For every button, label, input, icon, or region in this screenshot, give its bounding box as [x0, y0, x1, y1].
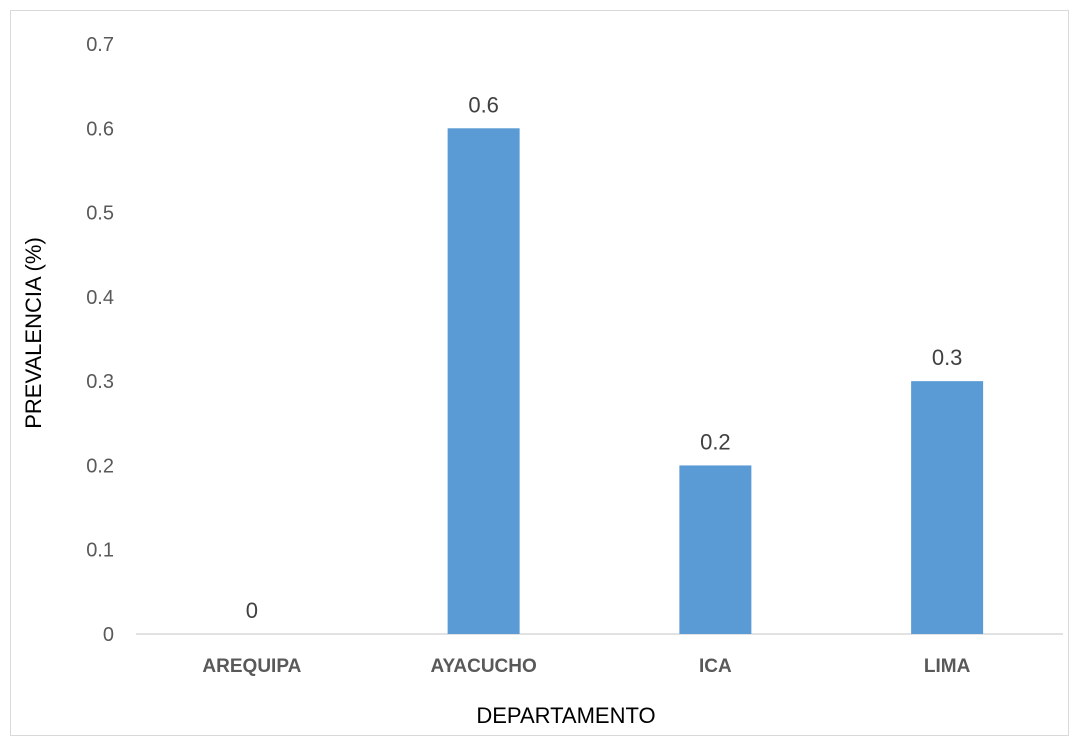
- bar: [447, 128, 520, 635]
- bar: [911, 381, 984, 634]
- category-labels: AREQUIPA AYACUCHO ICA LIMA: [202, 656, 970, 677]
- chart-frame: [10, 10, 1069, 736]
- data-label: 0.6: [468, 92, 499, 117]
- y-tick-label: 0.6: [86, 118, 114, 140]
- data-label: 0.3: [932, 345, 963, 370]
- y-tick-label: 0.5: [86, 203, 114, 225]
- y-tick-label: 0.7: [86, 34, 114, 56]
- y-tick-labels: 0 0.1 0.2 0.3 0.4 0.5 0.6 0.7: [86, 34, 114, 646]
- y-tick-label: 0.2: [86, 455, 114, 477]
- category-label: AYACUCHO: [430, 656, 536, 677]
- x-axis-title: DEPARTAMENTO: [476, 703, 655, 728]
- y-axis-title: PREVALENCIA (%): [21, 237, 46, 429]
- category-label: ICA: [699, 656, 732, 677]
- bars: [447, 128, 984, 635]
- category-label: LIMA: [924, 656, 971, 677]
- data-label: 0: [246, 598, 258, 623]
- y-tick-label: 0.1: [86, 540, 114, 562]
- category-label: AREQUIPA: [202, 656, 301, 677]
- data-labels: 0 0.6 0.2 0.3: [246, 92, 963, 623]
- y-tick-label: 0.4: [86, 287, 114, 309]
- data-label: 0.2: [700, 429, 731, 454]
- y-tick-label: 0: [103, 624, 114, 646]
- bar: [679, 465, 752, 634]
- y-tick-label: 0.3: [86, 371, 114, 393]
